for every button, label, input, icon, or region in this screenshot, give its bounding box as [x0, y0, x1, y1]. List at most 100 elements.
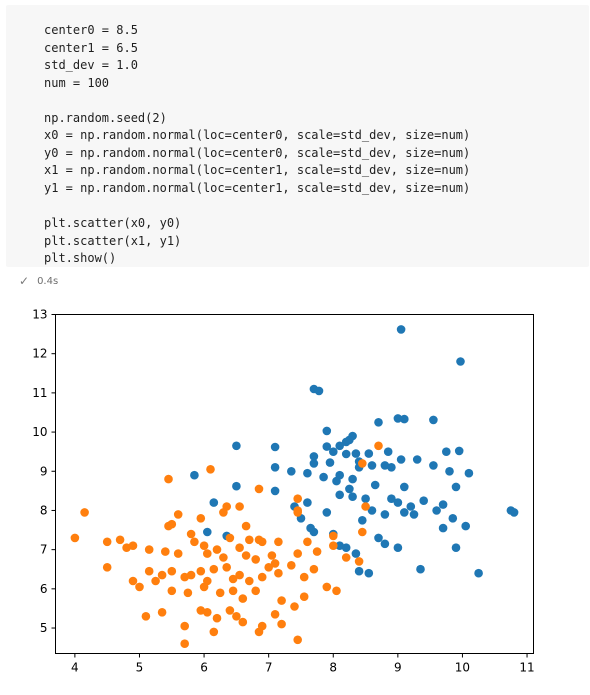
scatter-point-series-1 — [254, 484, 264, 494]
scatter-point-series-0 — [393, 414, 403, 423]
scatter-point-series-1 — [206, 465, 215, 474]
scatter-point-series-1 — [173, 510, 183, 519]
scatter-point-series-1 — [267, 551, 277, 560]
code-line — [44, 92, 470, 110]
scatter-point-series-0 — [416, 564, 425, 574]
code-line: y0 = np.random.normal(loc=center0, scale… — [44, 145, 471, 160]
code-block: center0 = 8.5 center1 = 6.5 std_dev = 1.0 n… — [44, 22, 470, 268]
scatter-point-series-1 — [322, 582, 332, 592]
scatter-point-series-0 — [322, 426, 332, 436]
scatter-point-series-0 — [309, 459, 319, 468]
scatter-point-series-1 — [196, 606, 206, 615]
scatter-point-series-0 — [319, 472, 328, 482]
scatter-point-series-1 — [270, 559, 280, 568]
x-tick-label: 8 — [329, 661, 337, 675]
scatter-point-series-1 — [196, 514, 206, 523]
scatter-point-series-0 — [306, 523, 315, 533]
scatter-point-series-0 — [335, 441, 345, 451]
scatter-point-series-1 — [329, 541, 338, 550]
code-line: plt.scatter(x0, y0) — [44, 216, 182, 231]
plot-output: 4 5 6 7 8 9 10 11 5 6 7 8 9 10 11 12 13 — [0, 300, 590, 691]
scatter-point-series-1 — [264, 563, 274, 572]
scatter-point-series-1 — [173, 549, 183, 558]
scatter-point-series-0 — [270, 463, 280, 472]
scatter-point-series-1 — [180, 621, 189, 631]
x-tick-label: 7 — [265, 661, 273, 675]
code-line: y1 = np.random.normal(loc=center1, scale… — [44, 180, 471, 195]
scatter-point-series-1 — [374, 441, 383, 451]
scatter-point-series-0 — [387, 494, 396, 503]
scatter-point-series-0 — [442, 447, 451, 456]
scatter-point-series-1 — [186, 529, 196, 539]
scatter-point-series-0 — [335, 490, 345, 500]
y-tick-label: 6 — [40, 582, 48, 596]
scatter-point-series-0 — [345, 484, 354, 494]
scatter-point-series-1 — [332, 586, 341, 596]
scatter-point-series-0 — [374, 418, 383, 427]
scatter-point-series-1 — [245, 576, 254, 586]
scatter-point-series-0 — [393, 498, 403, 507]
scatter-point-series-0 — [400, 482, 409, 492]
scatter-point-series-0 — [329, 447, 338, 456]
scatter-point-series-0 — [203, 527, 212, 537]
scatter-point-series-1 — [228, 586, 238, 596]
code-line: x1 = np.random.normal(loc=center1, scale… — [44, 163, 471, 178]
scatter-point-series-0 — [454, 446, 464, 456]
scatter-point-series-0 — [345, 435, 354, 445]
code-editor[interactable]: center0 = 8.5 center1 = 6.5 std_dev = 1.0 n… — [6, 5, 589, 267]
scatter-point-series-1 — [225, 606, 235, 615]
scatter-point-series-1 — [241, 521, 251, 531]
scatter-point-series-0 — [341, 449, 351, 459]
scatter-point-series-0 — [270, 442, 280, 452]
y-tick-label: 10 — [32, 425, 47, 439]
scatter-point-series-1 — [245, 535, 254, 545]
scatter-point-series-0 — [445, 467, 454, 476]
scatter-point-series-0 — [419, 496, 429, 505]
check-icon: ✓ — [19, 274, 30, 288]
plot-frame — [55, 314, 534, 654]
scatter-point-series-1 — [270, 610, 280, 619]
scatter-point-series-1 — [293, 549, 303, 558]
scatter-point-series-0 — [232, 441, 241, 451]
scatter-point-series-0 — [509, 508, 519, 517]
scatter-point-series-0 — [451, 543, 461, 552]
scatter-point-series-1 — [241, 551, 251, 560]
scatter-point-series-0 — [474, 568, 483, 578]
scatter-point-series-0 — [464, 468, 474, 478]
scatter-point-series-0 — [387, 463, 396, 472]
x-tick-label: 4 — [71, 661, 79, 675]
scatter-point-series-0 — [351, 549, 361, 558]
scatter-point-series-1 — [358, 527, 367, 537]
scatter-point-series-1 — [238, 594, 248, 603]
code-line: center0 = 8.5 — [44, 23, 138, 37]
notebook-cell: center0 = 8.5 center1 = 6.5 std_dev = 1.0 n… — [0, 0, 590, 292]
x-tick-label: 11 — [519, 661, 534, 675]
scatter-point-series-1 — [257, 572, 267, 582]
scatter-point-series-0 — [209, 498, 219, 507]
scatter-point-series-0 — [314, 386, 324, 396]
scatter-point-series-1 — [293, 506, 303, 515]
scatter-point-series-1 — [128, 576, 138, 586]
scatter-point-series-1 — [157, 608, 167, 617]
y-tick-label: 13 — [32, 308, 47, 322]
scatter-point-series-1 — [299, 572, 309, 582]
scatter-point-series-1 — [180, 639, 189, 648]
scatter-point-series-1 — [203, 549, 212, 558]
scatter-point-series-1 — [232, 612, 241, 621]
scatter-point-series-1 — [287, 561, 296, 570]
code-line: x0 = np.random.normal(loc=center0, scale… — [44, 128, 471, 143]
scatter-point-series-0 — [232, 481, 241, 491]
code-line: std_dev = 1.0 — [44, 58, 138, 73]
y-tick-label: 7 — [40, 543, 48, 557]
scatter-point-series-1 — [354, 557, 364, 566]
scatter-point-series-0 — [364, 568, 374, 578]
code-line: np.random.seed(2) — [44, 110, 167, 125]
scatter-point-series-0 — [380, 510, 390, 519]
scatter-point-series-1 — [70, 533, 80, 543]
scatter-point-series-0 — [380, 539, 390, 549]
scatter-point-series-1 — [299, 592, 309, 601]
code-line: plt.scatter(x1, y1) — [44, 233, 182, 248]
scatter-point-series-1 — [209, 627, 219, 637]
scatter-chart: 4 5 6 7 8 9 10 11 5 6 7 8 9 10 11 12 13 — [32, 308, 534, 675]
scatter-point-series-1 — [277, 596, 286, 605]
